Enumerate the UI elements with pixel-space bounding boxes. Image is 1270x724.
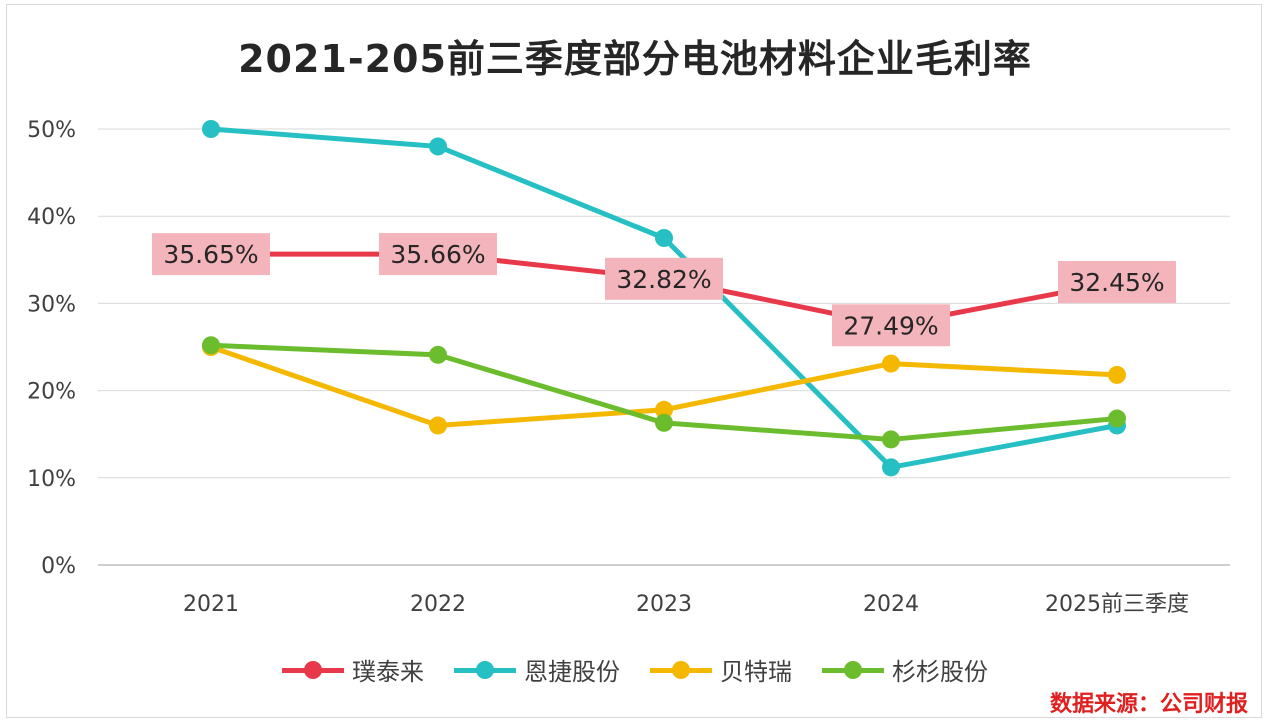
legend-swatch bbox=[282, 660, 344, 680]
legend-item-putailai: 璞泰来 bbox=[282, 652, 424, 687]
data-label: 32.82% bbox=[616, 265, 711, 294]
legend-item-enjie: 恩捷股份 bbox=[454, 652, 620, 687]
legend-label: 恩捷股份 bbox=[524, 658, 620, 686]
data-label: 32.45% bbox=[1069, 268, 1164, 297]
legend-swatch bbox=[822, 660, 884, 680]
data-label: 35.65% bbox=[163, 240, 258, 269]
y-tick-label: 30% bbox=[27, 292, 76, 317]
legend-label: 贝特瑞 bbox=[720, 658, 792, 686]
y-tick-label: 50% bbox=[27, 118, 76, 143]
data-point bbox=[1108, 365, 1126, 384]
data-point bbox=[882, 458, 900, 477]
data-label-box bbox=[152, 233, 270, 276]
legend-label: 璞泰来 bbox=[352, 658, 424, 686]
x-tick-label: 2023 bbox=[636, 592, 692, 617]
data-point bbox=[882, 430, 900, 449]
legend-item-beiterui: 贝特瑞 bbox=[650, 652, 792, 687]
data-source-note: 数据来源：公司财报 bbox=[1049, 692, 1248, 717]
legend-swatch bbox=[454, 660, 516, 680]
chart-legend: 璞泰来 恩捷股份 贝特瑞 杉杉股份 bbox=[0, 652, 1270, 687]
data-point bbox=[655, 229, 673, 247]
legend-label: 杉杉股份 bbox=[892, 658, 988, 686]
legend-swatch bbox=[650, 660, 712, 680]
data-label-box bbox=[832, 304, 950, 347]
y-tick-label: 0% bbox=[41, 554, 76, 579]
y-tick-label: 20% bbox=[27, 380, 76, 405]
legend-item-shanshan: 杉杉股份 bbox=[822, 652, 988, 687]
x-tick-label: 2025前三季度 bbox=[1045, 592, 1189, 617]
data-point bbox=[655, 413, 673, 432]
x-tick-label: 2022 bbox=[410, 592, 466, 617]
data-point bbox=[655, 400, 673, 419]
x-tick-label: 2024 bbox=[863, 592, 919, 617]
data-point bbox=[202, 336, 220, 355]
x-tick-label: 2021 bbox=[183, 592, 239, 617]
y-tick-label: 40% bbox=[27, 205, 76, 230]
data-label: 27.49% bbox=[843, 311, 938, 340]
chart-frame bbox=[6, 4, 1262, 718]
data-point bbox=[1108, 409, 1126, 428]
data-label-box bbox=[605, 257, 723, 300]
data-point bbox=[202, 120, 220, 138]
data-label: 35.66% bbox=[390, 240, 485, 269]
data-label-box bbox=[379, 233, 497, 276]
data-point bbox=[429, 416, 447, 435]
chart-title: 2021-205前三季度部分电池材料企业毛利率 bbox=[238, 37, 1032, 81]
y-tick-label: 10% bbox=[27, 467, 76, 492]
data-point bbox=[429, 345, 447, 364]
data-label-box bbox=[1058, 261, 1176, 304]
data-point bbox=[429, 137, 447, 156]
data-point bbox=[882, 354, 900, 373]
